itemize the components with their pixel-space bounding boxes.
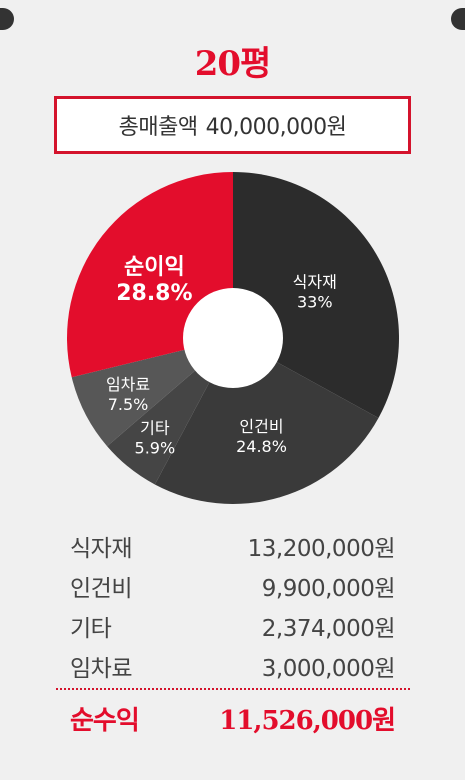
slice-value-label: 33%: [297, 293, 333, 312]
net-profit-label: 순수익: [70, 706, 140, 736]
total-sales-box: 총매출액 40,000,000원: [54, 96, 411, 154]
row-label: 임차료: [70, 656, 132, 682]
slice-value-label: 5.9%: [135, 439, 176, 458]
dotted-divider: [56, 688, 410, 690]
slice-label: 기타: [140, 419, 170, 438]
table-row: 기타 2,374,000원: [70, 606, 396, 646]
row-amount: 3,000,000원: [261, 656, 396, 682]
page-title: 20평: [194, 44, 272, 84]
pie-slice-2: [154, 338, 379, 504]
slice-value-label: 24.8%: [236, 437, 287, 456]
table-row: 식자재 13,200,000원: [70, 526, 396, 566]
total-sales-label: 총매출액: [118, 115, 198, 140]
row-label: 식자재: [70, 536, 132, 562]
row-amount: 9,900,000원: [261, 576, 396, 602]
row-label: 인건비: [70, 576, 132, 602]
row-amount: 2,374,000원: [261, 616, 396, 642]
cost-breakdown-table: 식자재 13,200,000원 인건비 9,900,000원 기타 2,374,…: [70, 526, 396, 686]
table-row: 인건비 9,900,000원: [70, 566, 396, 606]
row-amount: 13,200,000원: [247, 536, 396, 562]
donut-hole: [183, 288, 283, 388]
slice-label: 식자재: [293, 273, 337, 292]
slice-label: 인건비: [239, 417, 283, 436]
slice-label: 임차료: [106, 375, 150, 394]
slice-value-label: 28.8%: [116, 281, 192, 306]
net-profit-amount: 11,526,000원: [219, 706, 396, 736]
table-row: 임차료 3,000,000원: [70, 646, 396, 686]
row-label: 기타: [70, 616, 112, 642]
slice-label: 순이익: [124, 255, 185, 280]
left-tab-decoration: [0, 8, 14, 30]
net-profit-row: 순수익 11,526,000원: [70, 700, 396, 737]
right-tab-decoration: [451, 8, 465, 30]
slice-value-label: 7.5%: [108, 395, 149, 414]
total-sales-value: 40,000,000원: [205, 115, 347, 140]
